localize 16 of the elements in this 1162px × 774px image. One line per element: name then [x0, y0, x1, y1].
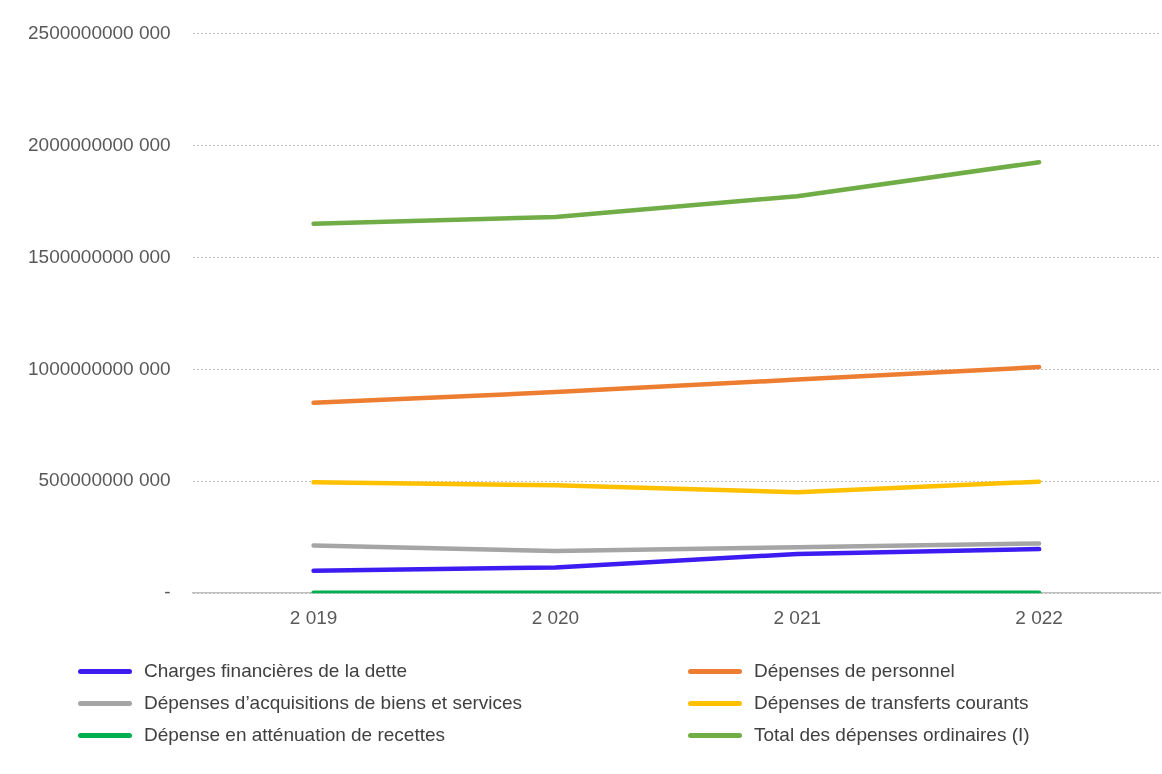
x-tick-label: 2 021: [773, 606, 822, 628]
legend-label: Dépenses de personnel: [754, 660, 955, 682]
y-tick-label: 2500000000 000: [27, 21, 171, 43]
x-tick-label: 2 020: [531, 606, 580, 628]
x-tick-label: 2 019: [289, 606, 338, 628]
legend-label: Total des dépenses ordinaires (I): [754, 724, 1030, 746]
legend-label: Charges financières de la dette: [144, 660, 407, 682]
x-tick-label: 2 022: [1015, 606, 1063, 628]
legend-label: Dépenses d’acquisitions de biens et services: [144, 692, 523, 714]
legend-label: Dépenses de transferts courants: [754, 692, 1029, 714]
legend-label: Dépense en atténuation de recettes: [144, 724, 446, 746]
y-tick-label: 2000000000 000: [27, 133, 171, 155]
y-tick-label: -: [164, 581, 171, 603]
y-tick-label: 1000000000 000: [27, 357, 171, 379]
y-tick-label: 1500000000 000: [27, 245, 171, 267]
y-tick-label: 500000000 000: [38, 469, 171, 491]
